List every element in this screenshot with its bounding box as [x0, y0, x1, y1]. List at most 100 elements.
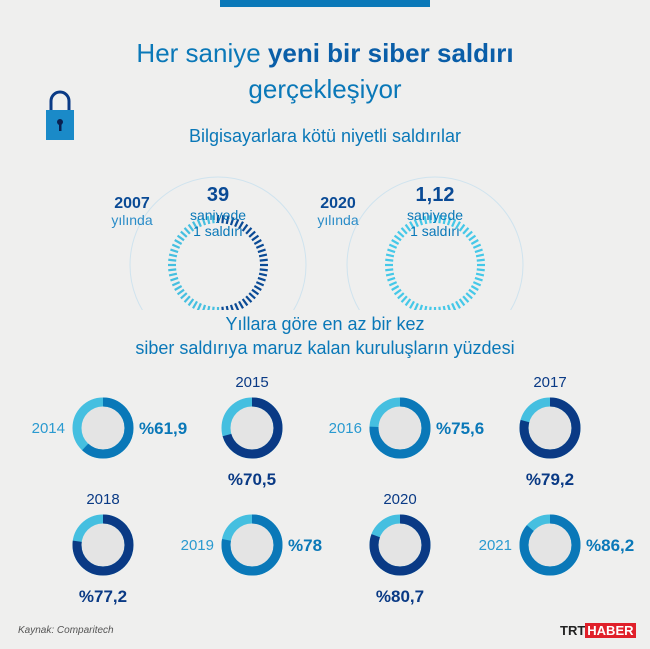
- donut-2016: 2016 %75,6: [329, 397, 484, 459]
- tick-mark: [176, 288, 185, 296]
- tick-mark: [171, 243, 181, 249]
- tick-mark: [187, 298, 195, 307]
- outer-ring: [129, 176, 307, 310]
- tick-mark: [171, 281, 181, 287]
- tick-mark: [174, 239, 183, 245]
- year-suffix: yılında: [111, 212, 153, 228]
- tick-mark: [238, 300, 244, 309]
- rate-value: 39: [206, 184, 230, 206]
- donut-2018: 2018 %77,2: [72, 491, 134, 606]
- tick-mark: [475, 272, 485, 277]
- tick-mark: [196, 218, 202, 228]
- rate-2020: 1,12 saniyede 1 saldırı: [385, 183, 485, 239]
- tick-mark: [170, 248, 179, 254]
- donut-segment: [72, 514, 134, 576]
- tick-mark: [192, 300, 198, 309]
- tick-mark: [258, 272, 268, 277]
- percent-label: %77,2: [79, 587, 127, 606]
- donut-segment: [369, 514, 431, 576]
- tick-mark: [255, 281, 265, 287]
- source: Kaynak: Comparitech: [18, 625, 114, 636]
- tick-mark: [442, 215, 447, 225]
- outer-ring: [346, 176, 524, 310]
- year-label: 2016: [329, 420, 362, 437]
- year-label: 2017: [533, 374, 566, 391]
- tick-mark: [388, 243, 398, 249]
- tick-mark: [476, 268, 485, 272]
- tick-mark: [413, 218, 419, 228]
- top-bar: [220, 0, 430, 7]
- donut-2021: 2021 %86,2: [479, 514, 634, 576]
- tick-mark: [251, 288, 260, 296]
- trt-haber-logo: TRT HABER: [560, 623, 636, 638]
- tick-mark: [206, 215, 211, 225]
- tick-mark: [180, 292, 188, 300]
- tick-mark: [472, 243, 482, 249]
- donut-segment: [369, 397, 431, 459]
- tick-mark: [388, 281, 398, 287]
- tick-mark: [397, 292, 405, 300]
- chart-title-line1: Yıllara göre en az bir kez: [225, 314, 425, 334]
- tick-mark: [428, 215, 432, 224]
- tick-mark: [446, 217, 452, 226]
- tick-mark: [391, 285, 400, 291]
- rate-desc: 1 saldırı: [193, 223, 243, 239]
- title-bold: yeni bir siber saldırı: [267, 38, 514, 68]
- tick-mark: [385, 272, 395, 277]
- tick-mark: [438, 215, 442, 224]
- tick-mark: [470, 239, 479, 245]
- tick-mark: [385, 253, 395, 258]
- tick-mark: [168, 258, 177, 262]
- tick-mark: [438, 306, 441, 310]
- tick-mark: [212, 306, 215, 310]
- tick-mark: [187, 223, 195, 232]
- tick-mark: [245, 295, 253, 303]
- rate-unit: saniyede: [406, 207, 464, 223]
- tick-mark: [229, 304, 234, 310]
- rate-unit: saniyede: [189, 207, 247, 223]
- tick-mark: [468, 234, 477, 242]
- tick-mark: [474, 276, 483, 282]
- tick-mark: [238, 221, 244, 230]
- tick-mark: [248, 230, 256, 238]
- tick-mark: [393, 288, 402, 296]
- tick-mark: [225, 305, 229, 310]
- tick-mark: [192, 221, 198, 230]
- tick-mark: [202, 304, 207, 310]
- tick-mark: [451, 302, 457, 310]
- tick-mark: [385, 268, 394, 272]
- tick-mark: [170, 276, 179, 282]
- year-label: 2014: [32, 420, 65, 437]
- donut-segment: [221, 397, 283, 459]
- tick-mark: [196, 302, 202, 310]
- tick-mark: [391, 239, 400, 245]
- donut-segment: [519, 514, 581, 576]
- tick-mark: [234, 218, 240, 228]
- tick-mark: [397, 230, 405, 238]
- tick-mark: [248, 292, 256, 300]
- donut-2014: 2014 %61,9: [32, 397, 187, 459]
- tick-mark: [462, 227, 470, 235]
- tick-mark: [400, 295, 408, 303]
- tick-mark: [251, 234, 260, 242]
- title-line2: gerçekleşiyor: [248, 74, 402, 104]
- year-label: 2019: [181, 537, 214, 554]
- tick-mark: [462, 295, 470, 303]
- tick-mark: [221, 215, 225, 224]
- percent-label: %79,2: [526, 470, 574, 489]
- tick-mark: [183, 295, 191, 303]
- tick-mark: [465, 292, 473, 300]
- tick-mark: [468, 288, 477, 296]
- donut-segment: [221, 514, 283, 576]
- tick-mark: [451, 218, 457, 228]
- tick-mark: [234, 302, 240, 310]
- tick-mark: [207, 305, 211, 310]
- percent-label: %75,6: [436, 419, 484, 438]
- tick-mark: [409, 221, 415, 230]
- tick-mark: [174, 285, 183, 291]
- tick-mark: [180, 230, 188, 238]
- tick-mark: [258, 253, 268, 258]
- tick-mark: [201, 217, 207, 226]
